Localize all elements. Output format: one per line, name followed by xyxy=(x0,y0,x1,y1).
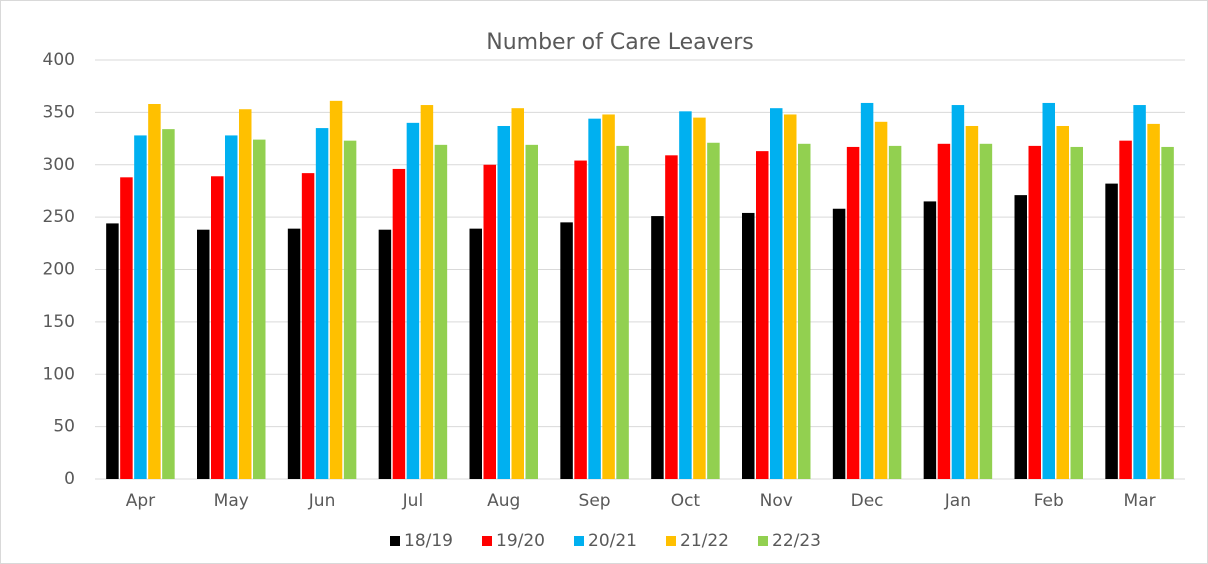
bar xyxy=(874,121,888,480)
bar xyxy=(225,135,238,480)
bar xyxy=(651,216,664,479)
bar xyxy=(434,144,448,479)
bar xyxy=(574,160,587,479)
x-tick-label: Dec xyxy=(851,491,884,511)
legend-label: 19/20 xyxy=(496,531,545,551)
x-tick-label: Nov xyxy=(760,491,793,511)
y-tick-label: 250 xyxy=(43,207,75,227)
bar xyxy=(693,117,706,480)
bar xyxy=(937,143,951,480)
bar xyxy=(120,177,133,479)
x-tick-label: Feb xyxy=(1034,491,1064,511)
bar xyxy=(1133,105,1146,479)
x-tick-label: Aug xyxy=(487,491,520,511)
bar xyxy=(329,100,343,479)
x-tick-label: Jun xyxy=(308,491,336,511)
bar xyxy=(798,143,811,480)
bar xyxy=(1028,145,1041,479)
bar xyxy=(406,122,420,479)
bar xyxy=(832,208,846,479)
bar xyxy=(525,144,538,479)
bar xyxy=(588,118,601,479)
legend-label: 21/22 xyxy=(680,531,729,551)
bar xyxy=(511,108,524,479)
bar xyxy=(483,164,496,479)
bar xyxy=(560,222,573,480)
bar xyxy=(1119,140,1132,479)
bar xyxy=(301,173,315,479)
y-tick-label: 350 xyxy=(43,102,75,122)
x-tick-label: May xyxy=(214,491,249,511)
bar xyxy=(602,114,615,479)
bar xyxy=(497,125,510,480)
bar xyxy=(1070,146,1083,479)
bar xyxy=(1161,146,1174,479)
bar xyxy=(420,105,434,479)
legend-swatch xyxy=(482,536,492,546)
y-tick-label: 100 xyxy=(43,364,75,384)
chart-title: Number of Care Leavers xyxy=(486,30,753,55)
y-tick-label: 50 xyxy=(53,417,75,437)
bar xyxy=(846,146,860,479)
legend-swatch xyxy=(666,536,676,546)
bar xyxy=(162,129,175,479)
bar xyxy=(784,114,797,479)
legend-label: 20/21 xyxy=(588,531,637,551)
bar xyxy=(287,228,301,479)
bar xyxy=(979,143,993,480)
bar xyxy=(239,109,252,480)
bar xyxy=(965,125,979,480)
y-tick-label: 0 xyxy=(64,469,75,489)
y-tick-label: 200 xyxy=(43,260,75,280)
bar xyxy=(469,228,482,479)
bar xyxy=(197,229,210,479)
bar xyxy=(756,151,769,479)
bar xyxy=(742,212,755,479)
legend-label: 22/23 xyxy=(772,531,821,551)
legend-label: 18/19 xyxy=(404,531,453,551)
legend-swatch xyxy=(390,536,400,546)
y-tick-label: 300 xyxy=(43,155,75,175)
bar xyxy=(888,145,902,479)
x-tick-label: Sep xyxy=(579,491,611,511)
bar xyxy=(1014,195,1027,479)
bar xyxy=(343,140,357,479)
bar xyxy=(106,223,119,479)
bar xyxy=(665,155,678,479)
bar xyxy=(923,201,937,479)
legend-swatch xyxy=(758,536,768,546)
bar xyxy=(211,176,224,479)
x-tick-label: Jul xyxy=(402,491,424,511)
bar xyxy=(1042,102,1055,479)
bar xyxy=(770,108,783,479)
x-tick-label: Mar xyxy=(1124,491,1156,511)
bar xyxy=(315,128,329,479)
x-tick-label: Apr xyxy=(126,491,155,511)
bar xyxy=(616,145,629,479)
y-tick-label: 400 xyxy=(43,50,75,70)
bar xyxy=(392,168,406,479)
y-tick-label: 150 xyxy=(43,312,75,332)
bar xyxy=(134,135,147,480)
bar xyxy=(679,111,692,479)
bar xyxy=(1147,123,1160,480)
bar xyxy=(1056,125,1069,480)
x-tick-label: Jan xyxy=(944,491,971,511)
bar xyxy=(860,102,874,479)
bar xyxy=(951,105,965,479)
bar xyxy=(1105,183,1118,480)
bar xyxy=(253,139,266,480)
bar xyxy=(148,103,161,480)
bar xyxy=(378,229,392,479)
bar xyxy=(707,142,720,479)
legend-swatch xyxy=(574,536,584,546)
x-tick-label: Oct xyxy=(671,491,701,511)
